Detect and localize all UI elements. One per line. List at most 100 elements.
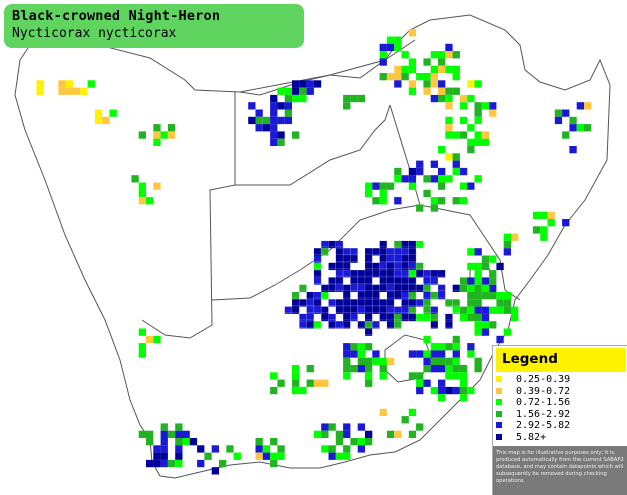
occurrence-cell <box>321 313 329 322</box>
occurrence-cell <box>416 372 424 380</box>
occurrence-cell <box>175 459 183 468</box>
occurrence-cell <box>357 445 365 453</box>
occurrence-cell <box>365 262 373 271</box>
occurrence-cell <box>408 372 417 380</box>
occurrence-cell <box>423 350 431 358</box>
occurrence-cell <box>321 284 329 292</box>
occurrence-cell <box>481 306 490 314</box>
occurrence-cell <box>306 321 314 329</box>
occurrence-cell <box>306 80 314 88</box>
occurrence-cell <box>459 372 468 380</box>
occurrence-cell <box>481 255 490 263</box>
occurrence-cell <box>321 445 329 453</box>
occurrence-cell <box>321 423 329 431</box>
occurrence-cell <box>452 51 460 59</box>
occurrence-cell <box>511 313 519 322</box>
occurrence-cell <box>292 94 300 103</box>
occurrence-cell <box>357 365 365 373</box>
occurrence-cell <box>452 350 460 358</box>
occurrence-cell <box>445 153 453 161</box>
legend-swatch-icon <box>496 376 502 382</box>
occurrence-cell <box>153 459 161 468</box>
occurrence-cell <box>153 131 161 139</box>
occurrence-cell <box>452 386 460 395</box>
occurrence-cell <box>365 372 373 380</box>
occurrence-cell <box>270 386 278 395</box>
occurrence-cell <box>313 379 322 387</box>
occurrence-cell <box>146 335 154 344</box>
occurrence-cell <box>343 94 351 103</box>
occurrence-cell <box>372 270 380 278</box>
occurrence-cell <box>292 386 300 395</box>
occurrence-cell <box>489 306 497 314</box>
occurrence-cell <box>343 262 351 271</box>
occurrence-cell <box>408 87 417 95</box>
occurrence-cell <box>270 138 278 146</box>
occurrence-cell <box>292 372 300 380</box>
occurrence-cell <box>445 386 453 395</box>
occurrence-cell <box>299 299 307 307</box>
occurrence-cell <box>445 357 453 365</box>
occurrence-cell <box>430 94 438 103</box>
occurrence-cell <box>474 313 482 322</box>
occurrence-cell <box>102 116 110 125</box>
occurrence-cell <box>277 452 285 460</box>
occurrence-cell <box>306 313 314 322</box>
occurrence-cell <box>408 284 417 292</box>
occurrence-cell <box>379 270 387 278</box>
legend-label: 5.82+ <box>516 431 547 443</box>
botswana-zimbabwe-border <box>235 104 391 186</box>
occurrence-cell <box>481 284 490 292</box>
legend-label: 0.72-1.56 <box>516 397 571 408</box>
occurrence-cell <box>401 248 409 256</box>
occurrence-cell <box>306 306 314 314</box>
occurrence-cell <box>138 328 146 336</box>
occurrence-cell <box>386 321 395 329</box>
occurrence-cell <box>270 452 278 460</box>
occurrence-cell <box>445 299 453 307</box>
occurrence-cell <box>292 131 300 139</box>
legend-item: 0.25-0.39 <box>496 374 626 386</box>
occurrence-cell <box>423 379 431 387</box>
occurrence-cell <box>262 452 271 460</box>
occurrence-cell <box>284 109 292 117</box>
occurrence-cell <box>270 459 278 468</box>
occurrence-cell <box>248 102 256 110</box>
occurrence-cell <box>408 175 417 183</box>
occurrence-cell <box>481 262 490 271</box>
occurrence-cell <box>292 80 300 88</box>
occurrence-cell <box>146 438 154 446</box>
occurrence-cell <box>313 262 322 271</box>
occurrence-cell <box>313 277 322 285</box>
occurrence-cell <box>160 131 168 139</box>
occurrence-cells <box>36 29 592 475</box>
occurrence-cell <box>248 116 256 125</box>
occurrence-cell <box>423 365 431 373</box>
occurrence-cell <box>401 416 409 424</box>
legend-swatch-icon <box>496 422 502 428</box>
legend-title: Legend <box>502 351 558 367</box>
occurrence-cell <box>489 255 497 263</box>
occurrence-cell <box>503 306 511 314</box>
occurrence-cell <box>350 255 358 263</box>
occurrence-cell <box>386 43 395 52</box>
occurrence-cell <box>401 284 409 292</box>
occurrence-cell <box>481 131 490 139</box>
legend-item: 0.39-0.72 <box>496 386 626 398</box>
occurrence-cell <box>401 270 409 278</box>
occurrence-cell <box>386 277 395 285</box>
occurrence-cell <box>503 328 511 336</box>
occurrence-cell <box>365 430 373 438</box>
occurrence-cell <box>357 94 365 103</box>
occurrence-cell <box>408 182 417 190</box>
occurrence-cell <box>459 306 468 314</box>
occurrence-cell <box>277 138 285 146</box>
occurrence-cell <box>357 284 365 292</box>
occurrence-cell <box>36 80 44 88</box>
occurrence-cell <box>343 357 351 365</box>
occurrence-cell <box>452 357 460 365</box>
occurrence-cell <box>335 270 344 278</box>
occurrence-cell <box>445 116 453 125</box>
occurrence-cell <box>365 365 373 373</box>
occurrence-cell <box>175 423 183 431</box>
